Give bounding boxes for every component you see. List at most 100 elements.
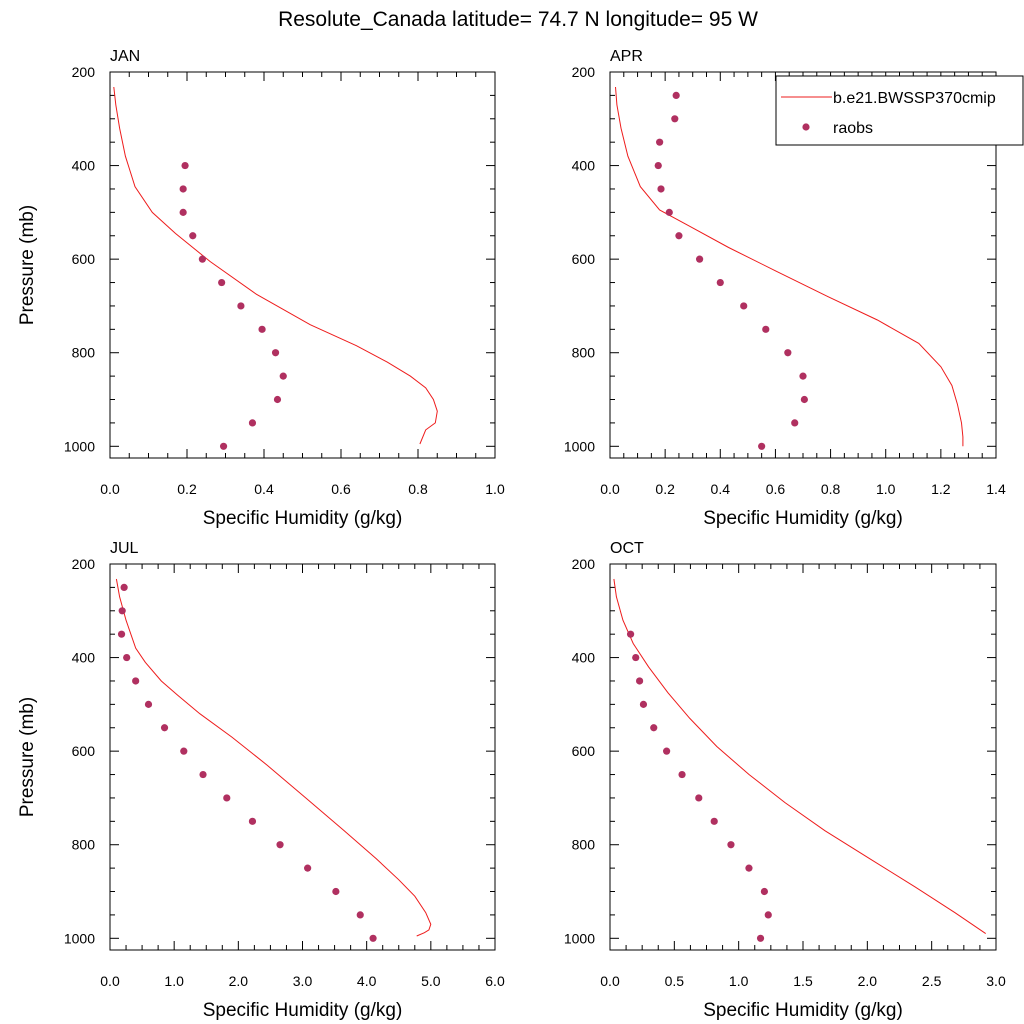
raobs-point (223, 794, 231, 802)
raobs-point (745, 864, 753, 872)
raobs-point (369, 934, 377, 942)
x-tick-label: 0.6 (766, 481, 786, 497)
x-axis-label: Specific Humidity (g/kg) (203, 1000, 403, 1021)
raobs-point (695, 794, 703, 802)
panel-title: JUL (110, 540, 139, 557)
y-tick-label: 800 (72, 345, 96, 361)
y-tick-label: 400 (572, 158, 596, 174)
legend-model-label: b.e21.BWSSP370cmip (833, 90, 996, 107)
x-tick-label: 1.0 (485, 481, 505, 497)
raobs-point (656, 138, 664, 146)
panel-jul: JUL 0.0 1.0 2.0 3.0 4.0 5.0 6.0 200 400 600 800 1000… (17, 540, 505, 1021)
x-tick-label: 0.6 (331, 481, 351, 497)
y-tick-label: 600 (72, 251, 96, 267)
raobs-point (639, 700, 648, 708)
raobs-point (356, 911, 364, 919)
raobs-point (632, 653, 640, 662)
panel-title: JAN (110, 48, 140, 65)
y-tick-label: 1000 (564, 438, 595, 454)
raobs-point (675, 232, 683, 240)
raobs-point (672, 91, 680, 99)
x-tick-label: 1.0 (729, 973, 749, 989)
x-axis-label: Specific Humidity (g/kg) (703, 1000, 903, 1021)
raobs-point (198, 255, 206, 263)
x-tick-label: 4.0 (357, 973, 377, 989)
model-profile-line (115, 578, 432, 937)
y-tick-label: 400 (572, 650, 596, 666)
x-tick-label: 0.0 (100, 973, 120, 989)
raobs-point (710, 817, 718, 825)
raobs-point (332, 887, 340, 896)
y-axis-label: Pressure (mb) (17, 205, 38, 325)
raobs-point (716, 278, 724, 287)
x-tick-label: 1.0 (164, 973, 184, 989)
model-profile-line (113, 86, 438, 445)
raobs-point (180, 747, 188, 755)
raobs-point (791, 419, 799, 427)
raobs-point (237, 302, 245, 310)
raobs-point (657, 185, 665, 193)
x-tick-label: 1.2 (931, 481, 951, 497)
raobs-point (144, 700, 153, 708)
x-tick-label: 0.8 (408, 481, 428, 497)
raobs-point (120, 583, 128, 591)
x-axis-label: Specific Humidity (g/kg) (703, 508, 903, 529)
x-tick-label: 0.2 (177, 481, 197, 497)
raobs-point (118, 607, 126, 615)
y-tick-label: 200 (572, 556, 596, 572)
raobs-point (671, 115, 679, 123)
raobs-point (635, 677, 644, 685)
panels: JAN 0.0 0.2 0.4 0.6 0.8 1.0 200 400 600 800 1000 Spe… (17, 48, 1006, 1021)
raobs-point (199, 770, 207, 779)
raobs-point (799, 372, 807, 380)
raobs-point (248, 817, 257, 825)
x-tick-label: 0.4 (254, 481, 274, 497)
panel-jan: JAN 0.0 0.2 0.4 0.6 0.8 1.0 200 400 600 800 1000 Spe… (17, 48, 505, 529)
x-tick-label: 0.8 (821, 481, 841, 497)
x-tick-label: 0.5 (665, 973, 685, 989)
y-tick-label: 800 (572, 345, 596, 361)
raobs-point (273, 395, 282, 404)
x-tick-label: 0.0 (100, 481, 120, 497)
x-tick-label: 2.0 (229, 973, 249, 989)
raobs-point (179, 208, 187, 216)
raobs-point (756, 934, 765, 942)
raobs-point (179, 185, 187, 193)
panel-title: OCT (610, 540, 644, 557)
raobs-point (117, 630, 126, 638)
raobs-point (678, 770, 686, 779)
y-tick-label: 1000 (64, 930, 95, 946)
raobs-point (132, 677, 140, 685)
panel-oct: OCT 0.0 0.5 1.0 1.5 2.0 2.5 3.0 200 400 600 800 1000… (564, 540, 1006, 1021)
legend-obs-swatch (802, 123, 810, 131)
raobs-point (276, 841, 284, 849)
legend-obs-label: raobs (833, 120, 873, 137)
raobs-point (758, 442, 766, 450)
raobs-point (219, 442, 228, 450)
raobs-point (784, 349, 792, 357)
raobs-point (258, 325, 266, 333)
raobs-point (189, 232, 197, 240)
raobs-point (160, 724, 169, 732)
raobs-point (663, 747, 671, 755)
y-tick-label: 800 (572, 837, 596, 853)
panel-title: APR (610, 48, 643, 65)
raobs-point (727, 841, 735, 849)
x-tick-label: 0.2 (655, 481, 675, 497)
y-tick-label: 200 (72, 556, 96, 572)
legend: b.e21.BWSSP370cmip raobs (775, 75, 1024, 146)
plot-frame (109, 71, 496, 459)
y-tick-label: 200 (72, 64, 96, 80)
model-profile-line (615, 86, 964, 447)
raobs-point (650, 724, 658, 732)
y-tick-label: 1000 (564, 930, 595, 946)
raobs-point (626, 630, 635, 638)
legend-box (775, 75, 1024, 146)
raobs-point (123, 653, 131, 662)
raobs-point (248, 419, 257, 427)
raobs-point (181, 161, 189, 170)
raobs-point (654, 161, 662, 170)
raobs-point (218, 278, 226, 287)
y-tick-label: 200 (572, 64, 596, 80)
